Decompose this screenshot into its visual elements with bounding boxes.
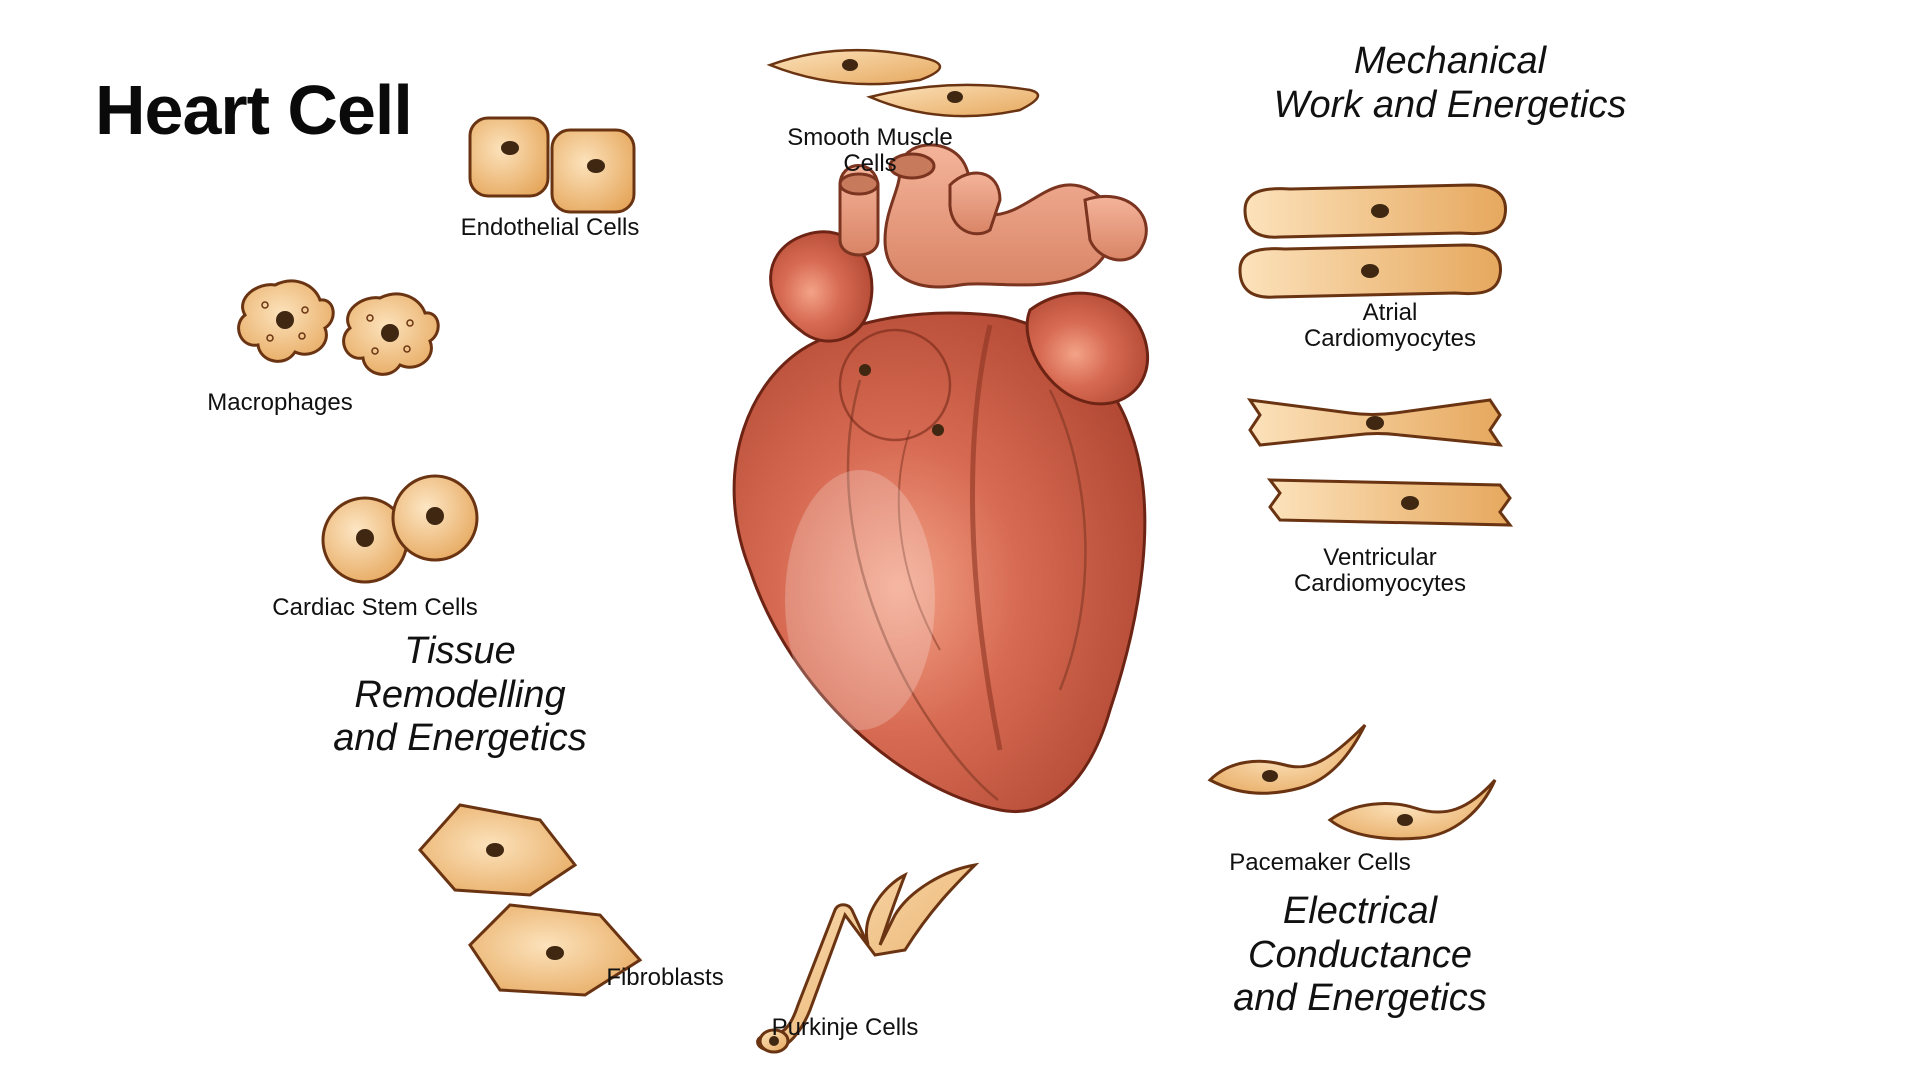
- pacemaker-icon: [1200, 710, 1500, 860]
- section-electrical: Electrical Conductance and Energetics: [1180, 890, 1540, 1021]
- smooth-muscle-icon: [760, 35, 1040, 130]
- purkinje-label: Purkinje Cells: [750, 1015, 940, 1041]
- ventricular-cardiomyocytes-icon: [1235, 385, 1535, 550]
- endothelial-icon: [460, 100, 650, 220]
- atrial-cardiomyocytes-icon: [1230, 175, 1520, 305]
- cardiac-stem-icon: [310, 470, 500, 595]
- diagram-stage: Heart Cell Mechanical Work and Energetic…: [0, 0, 1920, 1080]
- section-tissue: Tissue Remodelling and Energetics: [300, 630, 620, 761]
- atrial-cardiomyocytes-label: Atrial Cardiomyocytes: [1280, 300, 1500, 353]
- smooth-muscle-label: Smooth Muscle Cells: [765, 125, 975, 178]
- section-mechanical: Mechanical Work and Energetics: [1210, 40, 1690, 127]
- fibroblasts-label: Fibroblasts: [590, 965, 740, 991]
- ventricular-cardiomyocytes-label: Ventricular Cardiomyocytes: [1270, 545, 1490, 598]
- heart-illustration: [690, 130, 1210, 830]
- macrophages-icon: [220, 270, 460, 395]
- cardiac-stem-label: Cardiac Stem Cells: [250, 595, 500, 621]
- page-title: Heart Cell: [95, 70, 412, 150]
- endothelial-label: Endothelial Cells: [440, 215, 660, 241]
- macrophages-label: Macrophages: [190, 390, 370, 416]
- pacemaker-label: Pacemaker Cells: [1210, 850, 1430, 876]
